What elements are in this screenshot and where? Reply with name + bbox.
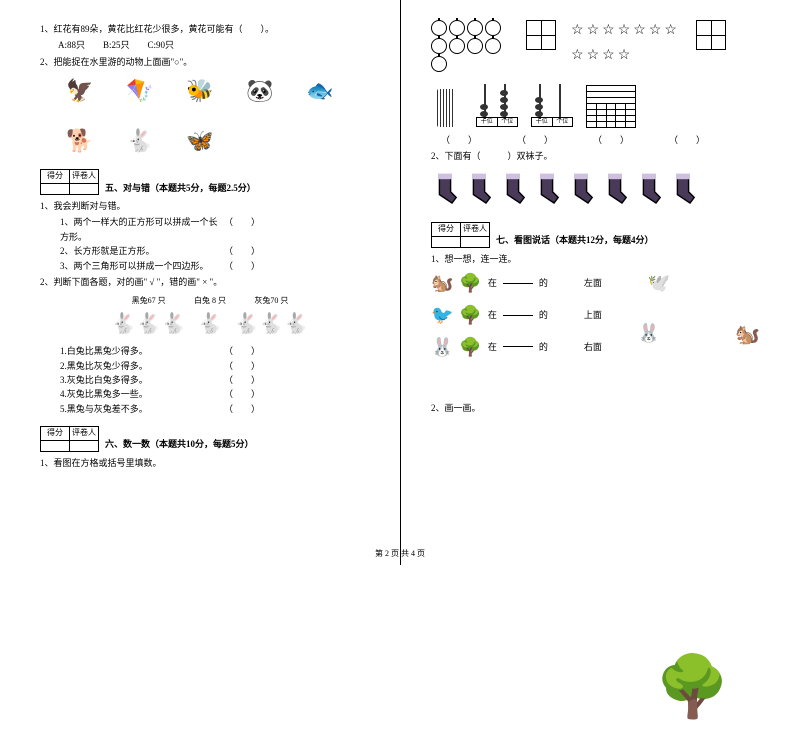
abacus-1: 十位个位: [476, 82, 516, 127]
score-box-6: 得分评卷人 六、数一数（本题共10分，每题5分）: [40, 426, 380, 452]
grid-box-2[interactable]: [696, 20, 726, 50]
blocks-group: [586, 85, 636, 127]
dog-icon: 🐕: [60, 125, 100, 155]
squirrel-icon: 🐿️: [431, 269, 453, 298]
q1-options: A:88只 B:25只 C:90只: [40, 38, 380, 52]
big-tree-icon: 🌳: [655, 639, 730, 735]
squirrel2-icon: 🐿️: [735, 319, 760, 351]
q1-text: 1、红花有89朵，黄花比红花少很多，黄花可能有（ ）。: [40, 22, 380, 36]
q2-text: 2、把能捉在水里游的动物上面画"○"。: [40, 55, 380, 69]
tf-intro: 1、我会判断对与错。: [40, 199, 380, 213]
stars-group: ☆☆☆☆☆☆ ☆☆☆☆☆: [571, 20, 681, 68]
section6-title: 六、数一数（本题共10分，每题5分）: [99, 437, 254, 451]
bird-icon: 🦅: [60, 75, 100, 105]
socks-q: 2、下面有（ ）双袜子。: [431, 149, 780, 163]
kite-icon: 🪁: [120, 75, 160, 105]
think-connect: 1、想一想，连一连。: [431, 252, 780, 266]
page-footer: 第 2 页 共 4 页: [0, 548, 800, 559]
panda-icon: 🐼: [240, 75, 280, 105]
bee-icon: 🐝: [180, 75, 220, 105]
grid-box-1[interactable]: [526, 20, 556, 50]
tree-icon: 🌳: [459, 333, 481, 362]
fish-icon: 🐟: [300, 75, 340, 105]
count-row2: 十位个位 十位个位: [431, 82, 780, 127]
bird2-icon: 🐦: [431, 301, 453, 330]
tf-intro2: 2、判断下面各题，对的画" √ "，错的画" × "。: [40, 275, 380, 289]
pos-row-3[interactable]: 🐰🌳在的右面: [431, 333, 780, 362]
butterfly-icon: 🦋: [180, 125, 220, 155]
socks-row: [431, 166, 780, 212]
draw-q: 2、画一画。: [431, 401, 780, 415]
animal-grid: 🦅 🪁 🐝 🐼 🐟 🐕 🐇 🦋: [40, 71, 380, 159]
rabbit-icon: 🐇: [120, 125, 160, 155]
tf-list-1: 1、两个一样大的正方形可以拼成一个长方形。（ ） 2、长方形就是正方形。（ ） …: [40, 215, 380, 273]
rabbit-diagram: 黑兔67 只🐇🐇🐇 白兔 8 只🐇 灰兔70 只🐇🐇🐇: [40, 291, 380, 344]
pos-row-2[interactable]: 🐦🌳在的上面: [431, 301, 780, 330]
score-box-5: 得分评卷人 五、对与错（本题共5分，每题2.5分）: [40, 169, 380, 195]
bunny-icon: 🐰: [638, 319, 660, 348]
tree-icon: 🌳: [459, 301, 481, 330]
count-intro: 1、看图在方格或括号里填数。: [40, 456, 380, 470]
count-row1: ☆☆☆☆☆☆ ☆☆☆☆☆: [431, 20, 780, 72]
section7-title: 七、看图说话（本题共12分，每题4分）: [490, 233, 654, 247]
count-blanks: （ ） （ ） （ ） （ ）: [431, 133, 780, 147]
section5-title: 五、对与错（本题共5分，每题2.5分）: [99, 181, 256, 195]
rabbit2-icon: 🐰: [431, 333, 453, 362]
rabbit-tf: 1.白兔比黑兔少得多。（ ） 2.黑兔比灰兔少得多。（ ） 3.灰兔比白兔多得多…: [40, 344, 380, 416]
abacus-2: 十位个位: [531, 82, 571, 127]
pos-row-1[interactable]: 🐿️🌳在的左面: [431, 269, 780, 298]
flying-bird-icon: 🕊️: [648, 269, 670, 298]
apples-group: [431, 20, 511, 72]
score-box-7: 得分评卷人 七、看图说话（本题共12分，每题4分）: [431, 222, 780, 248]
tree-icon: 🌳: [459, 269, 481, 298]
